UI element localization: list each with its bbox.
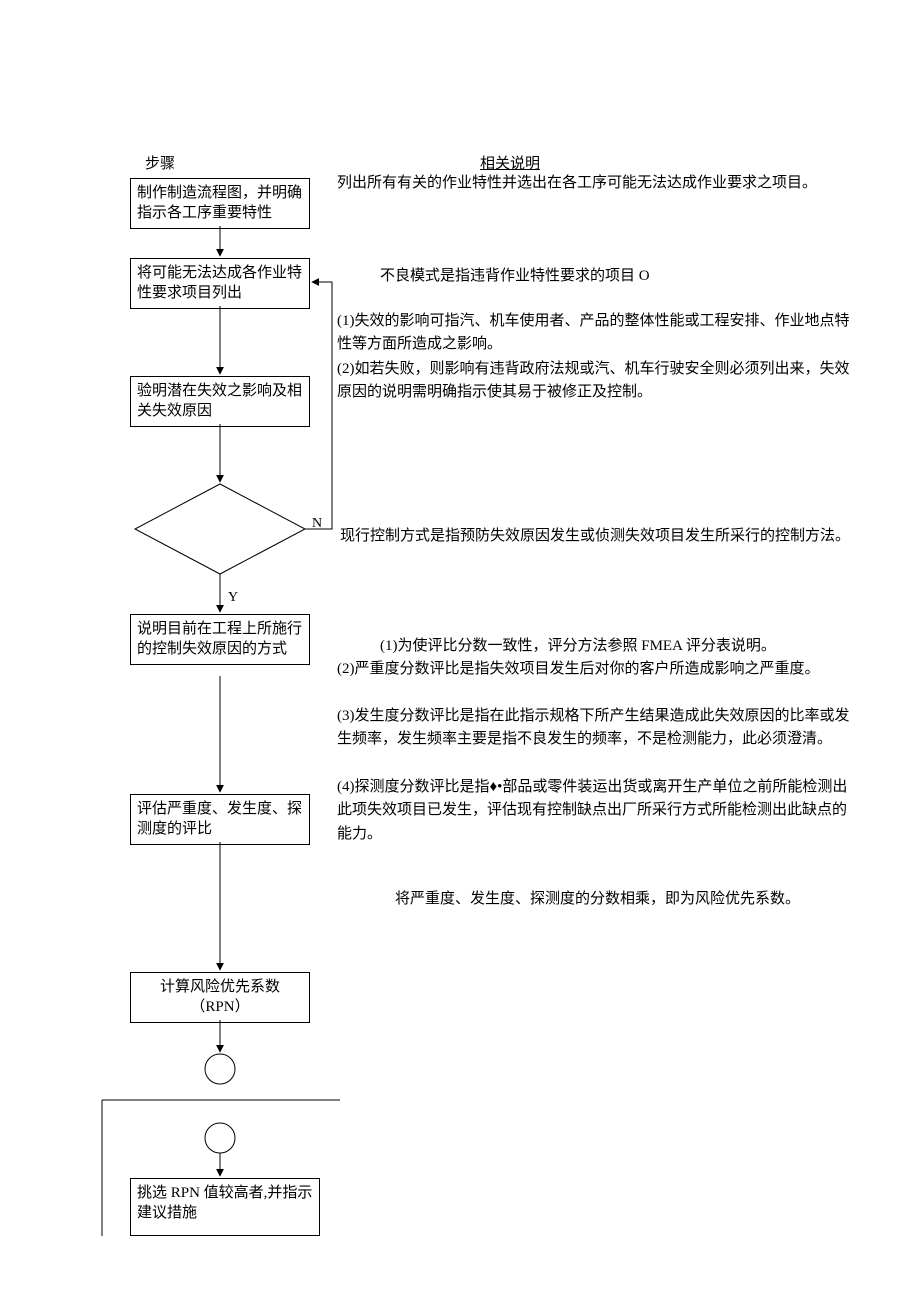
branch-no: N bbox=[312, 516, 322, 532]
box-select-rpn: 挑选 RPN 值较高者,并指示建议措施 bbox=[130, 1178, 320, 1236]
page: 步骤 相关说明 制作制造流程图，并明确指示各工序重要特性 将可能无法达成各作业特… bbox=[0, 0, 920, 1301]
header-explain: 相关说明 bbox=[430, 152, 590, 173]
box-list-items: 将可能无法达成各作业特性要求项目列出 bbox=[130, 258, 310, 309]
explain-5-4: (4)探测度分数评比是指♦•部品或零件装运出货或离开生产单位之前所能检测出此项失… bbox=[337, 776, 857, 846]
box-process-flowchart: 制作制造流程图，并明确指示各工序重要特性 bbox=[130, 178, 310, 229]
decision-label: 确认所有失 效模式 bbox=[175, 512, 265, 551]
decision-line1: 确认所有失 bbox=[182, 513, 257, 529]
explain-3-2: (2)如若失败，则影响有违背政府法规或汽、机车行驶安全则必须列出来，失效原因的说… bbox=[337, 358, 857, 405]
explain-5-3: (3)发生度分数评比是指在此指示规格下所产生结果造成此失效原因的比率或发生频率，… bbox=[337, 705, 857, 752]
connector-a1: A bbox=[213, 1061, 227, 1078]
box-rpn-line1: 计算风险优先系数 bbox=[160, 979, 280, 995]
branch-yes: Y bbox=[228, 590, 238, 606]
explain-6: 将严重度、发生度、探测度的分数相乘，即为风险优先系数。 bbox=[395, 888, 855, 911]
box-current-control: 说明目前在工程上所施行的控制失效原因的方式 bbox=[130, 614, 310, 665]
box-rpn: 计算风险优先系数 （RPN） bbox=[130, 972, 310, 1023]
connector-a2: A bbox=[213, 1130, 227, 1147]
decision-line2: 效模式 bbox=[197, 533, 242, 549]
explain-5-1: (1)为使评比分数一致性，评分方法参照 FMEA 评分表说明。 bbox=[380, 635, 855, 658]
explain-5-2: (2)严重度分数评比是指失效项目发生后对你的客户所造成影响之严重度。 bbox=[337, 658, 857, 681]
box-rpn-line2: （RPN） bbox=[190, 999, 249, 1015]
explain-4: 现行控制方式是指预防失效原因发生或侦测失效项目发生所采行的控制方法。 bbox=[340, 525, 855, 548]
box-verify-effects: 验明潜在失效之影响及相关失效原因 bbox=[130, 376, 310, 427]
explain-1: 列出所有有关的作业特性并选出在各工序可能无法达成作业要求之项目。 bbox=[337, 172, 857, 195]
header-steps: 步骤 bbox=[100, 152, 220, 173]
explain-3-1: (1)失效的影响可指汽、机车使用者、产品的整体性能或工程安排、作业地点特性等方面… bbox=[337, 310, 857, 357]
box-evaluate: 评估严重度、发生度、探测度的评比 bbox=[130, 794, 310, 845]
explain-2: 不良模式是指违背作业特性要求的项目 O bbox=[380, 265, 860, 288]
